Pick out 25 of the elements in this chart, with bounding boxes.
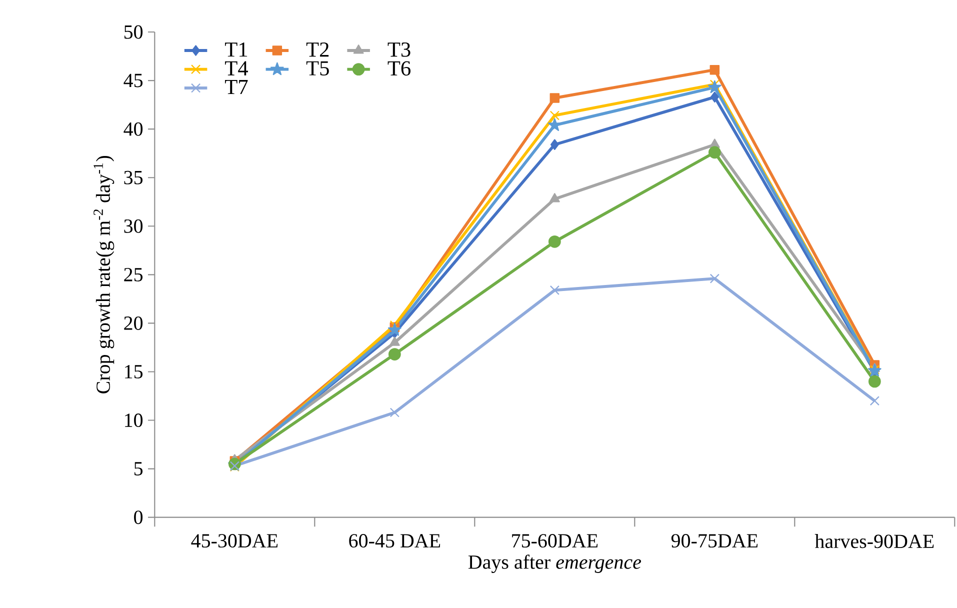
legend-label: T2	[306, 42, 329, 57]
y-tick-label: 35	[124, 170, 143, 184]
y-tick-label: 30	[124, 219, 143, 233]
y-tick-label: 0	[134, 510, 143, 524]
y-tick-label: 50	[124, 25, 143, 39]
y-tick-label: 45	[124, 74, 143, 88]
y-tick-label: 40	[124, 122, 143, 136]
y-tick-label: 10	[125, 414, 143, 428]
legend-label: T3	[388, 42, 410, 57]
legend-label: T7	[225, 80, 248, 94]
x-tick-label: harves-90DAE	[814, 534, 934, 548]
legend-label: T6	[388, 61, 410, 76]
y-tick-label: 20	[124, 316, 143, 330]
x-tick-label: 60-45 DAE	[349, 534, 440, 548]
legend-label: T5	[306, 61, 329, 76]
y-tick-label: 25	[124, 268, 143, 282]
legend-label: T1	[225, 42, 248, 57]
legend-label: T4	[225, 61, 248, 76]
x-tick-label: 75-60DAE	[512, 534, 598, 548]
x-axis-title: Days after emergence	[468, 554, 642, 573]
y-tick-label: 5	[134, 462, 143, 476]
x-tick-label: 90-75DAE	[671, 534, 758, 548]
y-axis-title: Crop growth rate(g m$^{-2}$ day$^{-1}$)	[94, 156, 114, 394]
y-tick-label: 15	[125, 365, 143, 378]
x-tick-label: 45-30DAE	[191, 534, 278, 548]
